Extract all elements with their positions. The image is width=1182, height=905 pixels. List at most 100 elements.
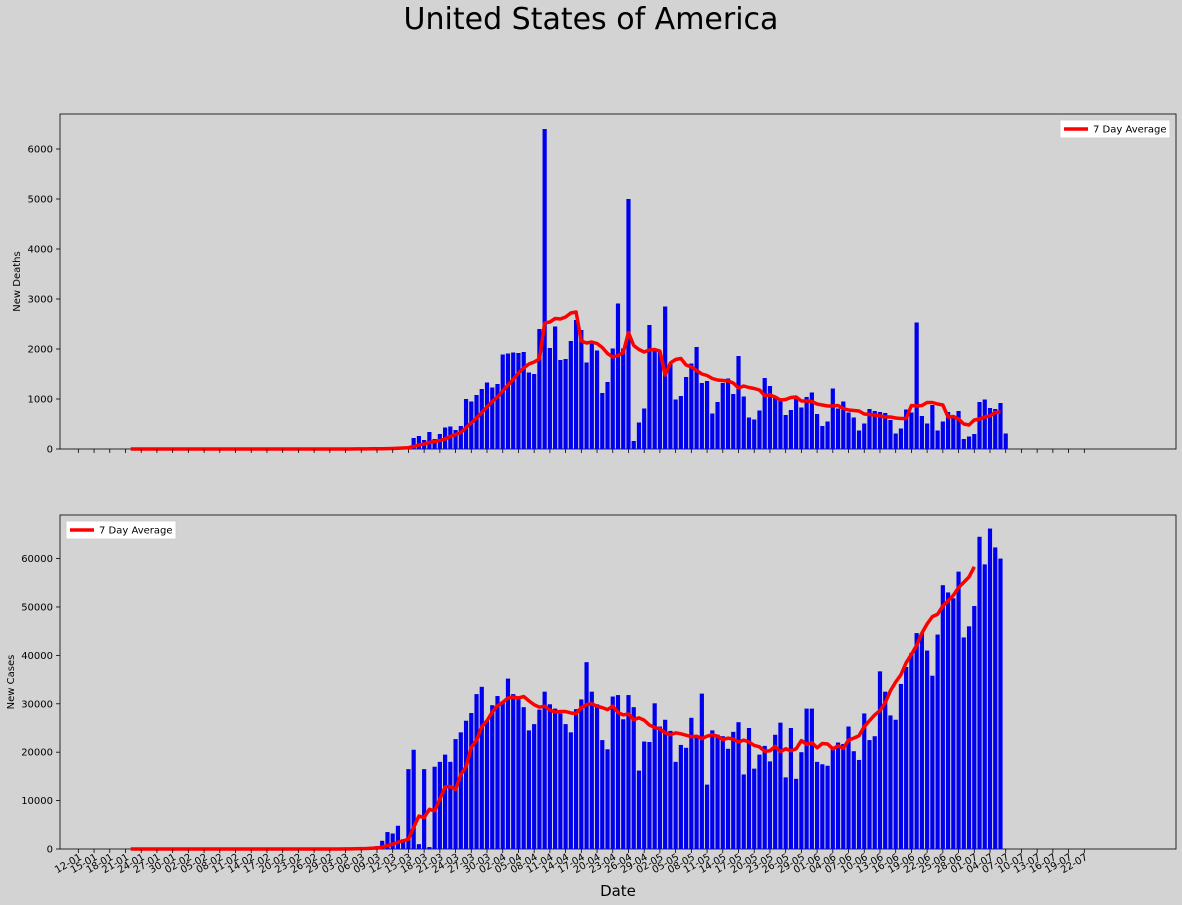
deaths-bar: [699, 383, 704, 449]
cases-bar: [657, 726, 663, 849]
deaths-bar: [914, 322, 919, 449]
cases-bar: [584, 662, 589, 849]
deaths-bar: [940, 421, 945, 449]
deaths-bar: [516, 353, 521, 449]
cases-bar: [720, 736, 725, 849]
deaths-bar: [484, 382, 490, 449]
cases-bar: [704, 784, 710, 849]
deaths-bar: [945, 412, 951, 449]
cases-bar: [940, 585, 945, 849]
deaths-bar: [919, 416, 924, 449]
cases-bar: [443, 754, 448, 849]
cases-bar: [715, 734, 720, 849]
cases-bar: [982, 564, 987, 849]
deaths-bar: [993, 409, 998, 449]
deaths-ytick-label: 6000: [28, 145, 53, 156]
deaths-bar: [877, 412, 883, 449]
cases-bar: [521, 707, 526, 849]
cases-bar: [416, 844, 421, 849]
deaths-bar: [600, 393, 605, 449]
cases-bar: [532, 724, 537, 849]
cases-bar: [642, 741, 647, 849]
cases-bar: [479, 686, 484, 849]
cases-bar: [678, 744, 683, 849]
deaths-bar: [752, 419, 757, 449]
deaths-legend-label: 7 Day Average: [1093, 125, 1167, 136]
cases-bar: [563, 724, 568, 849]
cases-bar: [820, 764, 825, 849]
cases-bar: [610, 696, 615, 849]
cases-bar: [689, 717, 694, 849]
cases-bar: [469, 712, 474, 849]
cases-bar: [987, 528, 993, 849]
cases-bar: [862, 713, 867, 849]
deaths-bar: [825, 421, 830, 449]
cases-bar: [626, 695, 631, 849]
deaths-ytick-label: 5000: [28, 195, 53, 206]
deaths-bar: [642, 408, 647, 449]
cases-bar: [909, 652, 914, 849]
deaths-bar: [725, 378, 731, 449]
deaths-bar: [626, 199, 631, 449]
cases-bar: [888, 715, 893, 849]
deaths-bar: [453, 430, 458, 449]
deaths-bar: [668, 364, 673, 449]
deaths-bar: [568, 341, 573, 449]
cases-bar: [505, 678, 511, 849]
deaths-bar: [490, 387, 495, 449]
deaths-ytick-label: 2000: [28, 345, 53, 356]
cases-bar: [511, 694, 516, 849]
deaths-bar: [909, 412, 914, 449]
deaths-bar: [746, 417, 752, 449]
cases-bar: [458, 732, 463, 849]
cases-bar: [762, 745, 767, 849]
cases-bar: [474, 694, 479, 849]
cases-bar: [736, 722, 741, 849]
cases-bar: [568, 732, 573, 849]
cases-bar: [411, 749, 416, 849]
deaths-bar: [416, 436, 421, 449]
cases-bar: [463, 720, 469, 849]
cases-bar: [573, 709, 579, 849]
cases-bar: [663, 719, 668, 849]
cases-ytick-label: 30000: [21, 699, 53, 710]
cases-bar: [835, 742, 841, 849]
deaths-bar: [982, 399, 987, 449]
cases-bar: [615, 695, 621, 849]
deaths-bar: [904, 409, 909, 449]
cases-bar: [500, 702, 505, 849]
cases-bar: [799, 752, 804, 849]
deaths-bar: [411, 438, 416, 449]
deaths-bar: [579, 330, 584, 449]
deaths-ytick-label: 0: [47, 445, 53, 456]
cases-bar: [914, 633, 919, 849]
cases-bar: [406, 769, 411, 849]
deaths-bar: [663, 306, 668, 449]
cases-7day-average-line: [130, 565, 976, 851]
deaths-bar: [542, 129, 547, 449]
cases-bar: [668, 730, 673, 849]
deaths-bar: [977, 402, 982, 449]
deaths-bar: [584, 362, 589, 449]
cases-bar: [956, 571, 961, 849]
deaths-bar: [720, 383, 725, 449]
deaths-bar: [935, 430, 940, 449]
deaths-bar: [684, 377, 689, 449]
deaths-bar: [563, 359, 568, 449]
deaths-bar: [526, 372, 532, 449]
deaths-bar: [647, 325, 652, 449]
deaths-bar: [621, 348, 626, 449]
deaths-bar: [636, 422, 642, 449]
cases-bar: [794, 778, 799, 849]
deaths-bar: [511, 352, 516, 449]
deaths-bar: [757, 410, 762, 449]
cases-bar: [951, 598, 956, 849]
cases-bar: [846, 726, 851, 849]
cases-bar: [815, 761, 820, 849]
deaths-bar: [594, 350, 600, 449]
deaths-chart: 0 1000 2000 3000 4000 5000 6000 New Deaths 7 Day…: [12, 113, 1177, 456]
deaths-ytick-label: 4000: [28, 245, 53, 256]
cases-bar: [830, 748, 835, 849]
cases-bar: [851, 751, 856, 849]
cases-bar: [783, 777, 788, 849]
